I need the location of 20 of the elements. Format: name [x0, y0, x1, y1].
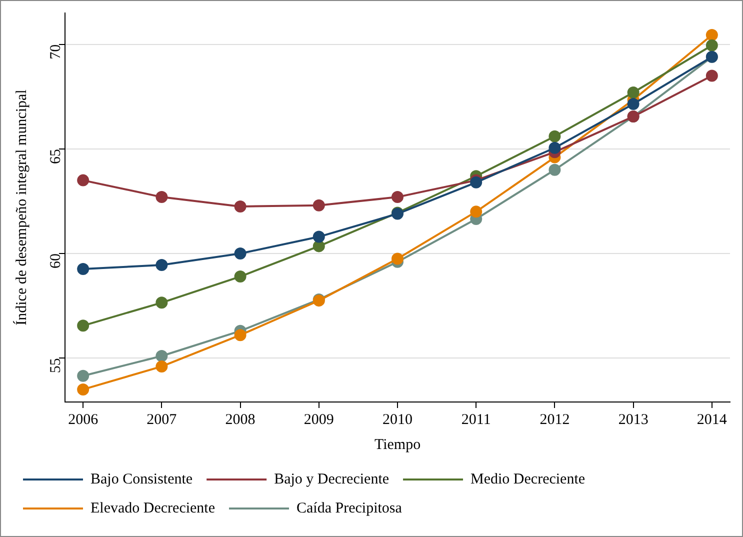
- y-tick-label: 60: [48, 254, 64, 269]
- legend-label: Elevado Decreciente: [90, 500, 216, 516]
- legend-label: Bajo y Decreciente: [274, 471, 390, 488]
- x-tick-label: 2011: [461, 412, 491, 428]
- legend-label: Bajo Consistente: [90, 471, 193, 488]
- x-tick-label: 2010: [382, 412, 412, 428]
- x-tick-label: 2014: [696, 412, 728, 428]
- legend-label: Caída Precipitosa: [296, 500, 402, 516]
- y-tick-label: 55: [48, 358, 64, 374]
- y-tick-label: 70: [48, 44, 64, 60]
- y-tick-label: 65: [48, 148, 64, 164]
- x-tick-label: 2006: [68, 412, 99, 428]
- y-axis-title: Índice de desempeño integral muncipal: [12, 90, 30, 326]
- legend-label: Medio Decreciente: [470, 471, 586, 488]
- x-tick-label: 2013: [618, 412, 648, 428]
- x-tick-label: 2009: [304, 412, 334, 428]
- x-tick-label: 2008: [225, 412, 256, 428]
- x-tick-label: 2007: [146, 412, 178, 428]
- x-axis-title: Tiempo: [374, 436, 421, 453]
- x-tick-label: 2012: [540, 412, 570, 428]
